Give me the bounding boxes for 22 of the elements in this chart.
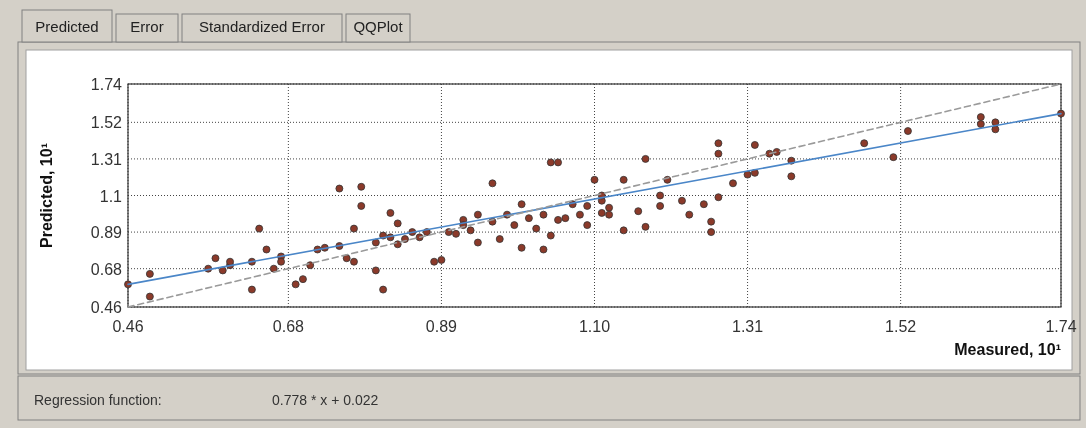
x-tick-label: 0.46 [112, 318, 144, 335]
text: 0.778 * x + 0.022 [272, 392, 379, 408]
y-tick-label: 1.52 [90, 114, 123, 132]
y-axis-title: Predicted, 10¹ [38, 143, 55, 248]
text: Error [130, 18, 164, 35]
y-tick-label: 0.46 [90, 299, 123, 316]
y-tick-label: 1.31 [90, 150, 123, 168]
text: QQPlot [353, 18, 404, 35]
x-tick-label: 0.68 [272, 318, 305, 335]
y-tick-label: 0.68 [90, 260, 123, 278]
x-tick-label: 1.52 [885, 318, 917, 335]
x-axis-title: Measured, 10¹ [954, 341, 1061, 358]
y-tick-label: 0.89 [90, 224, 123, 242]
x-tick-label: 0.89 [425, 318, 458, 335]
y-tick-label: 1.74 [90, 76, 123, 93]
x-tick-label: 1.74 [1045, 318, 1077, 335]
text: Regression function: [34, 392, 162, 408]
x-tick-label: 1.31 [732, 318, 764, 335]
x-tick-label: 1.10 [578, 318, 611, 335]
y-tick-label: 1.1 [99, 187, 123, 205]
text: Predicted [35, 18, 99, 35]
text: Standardized Error [199, 18, 325, 35]
